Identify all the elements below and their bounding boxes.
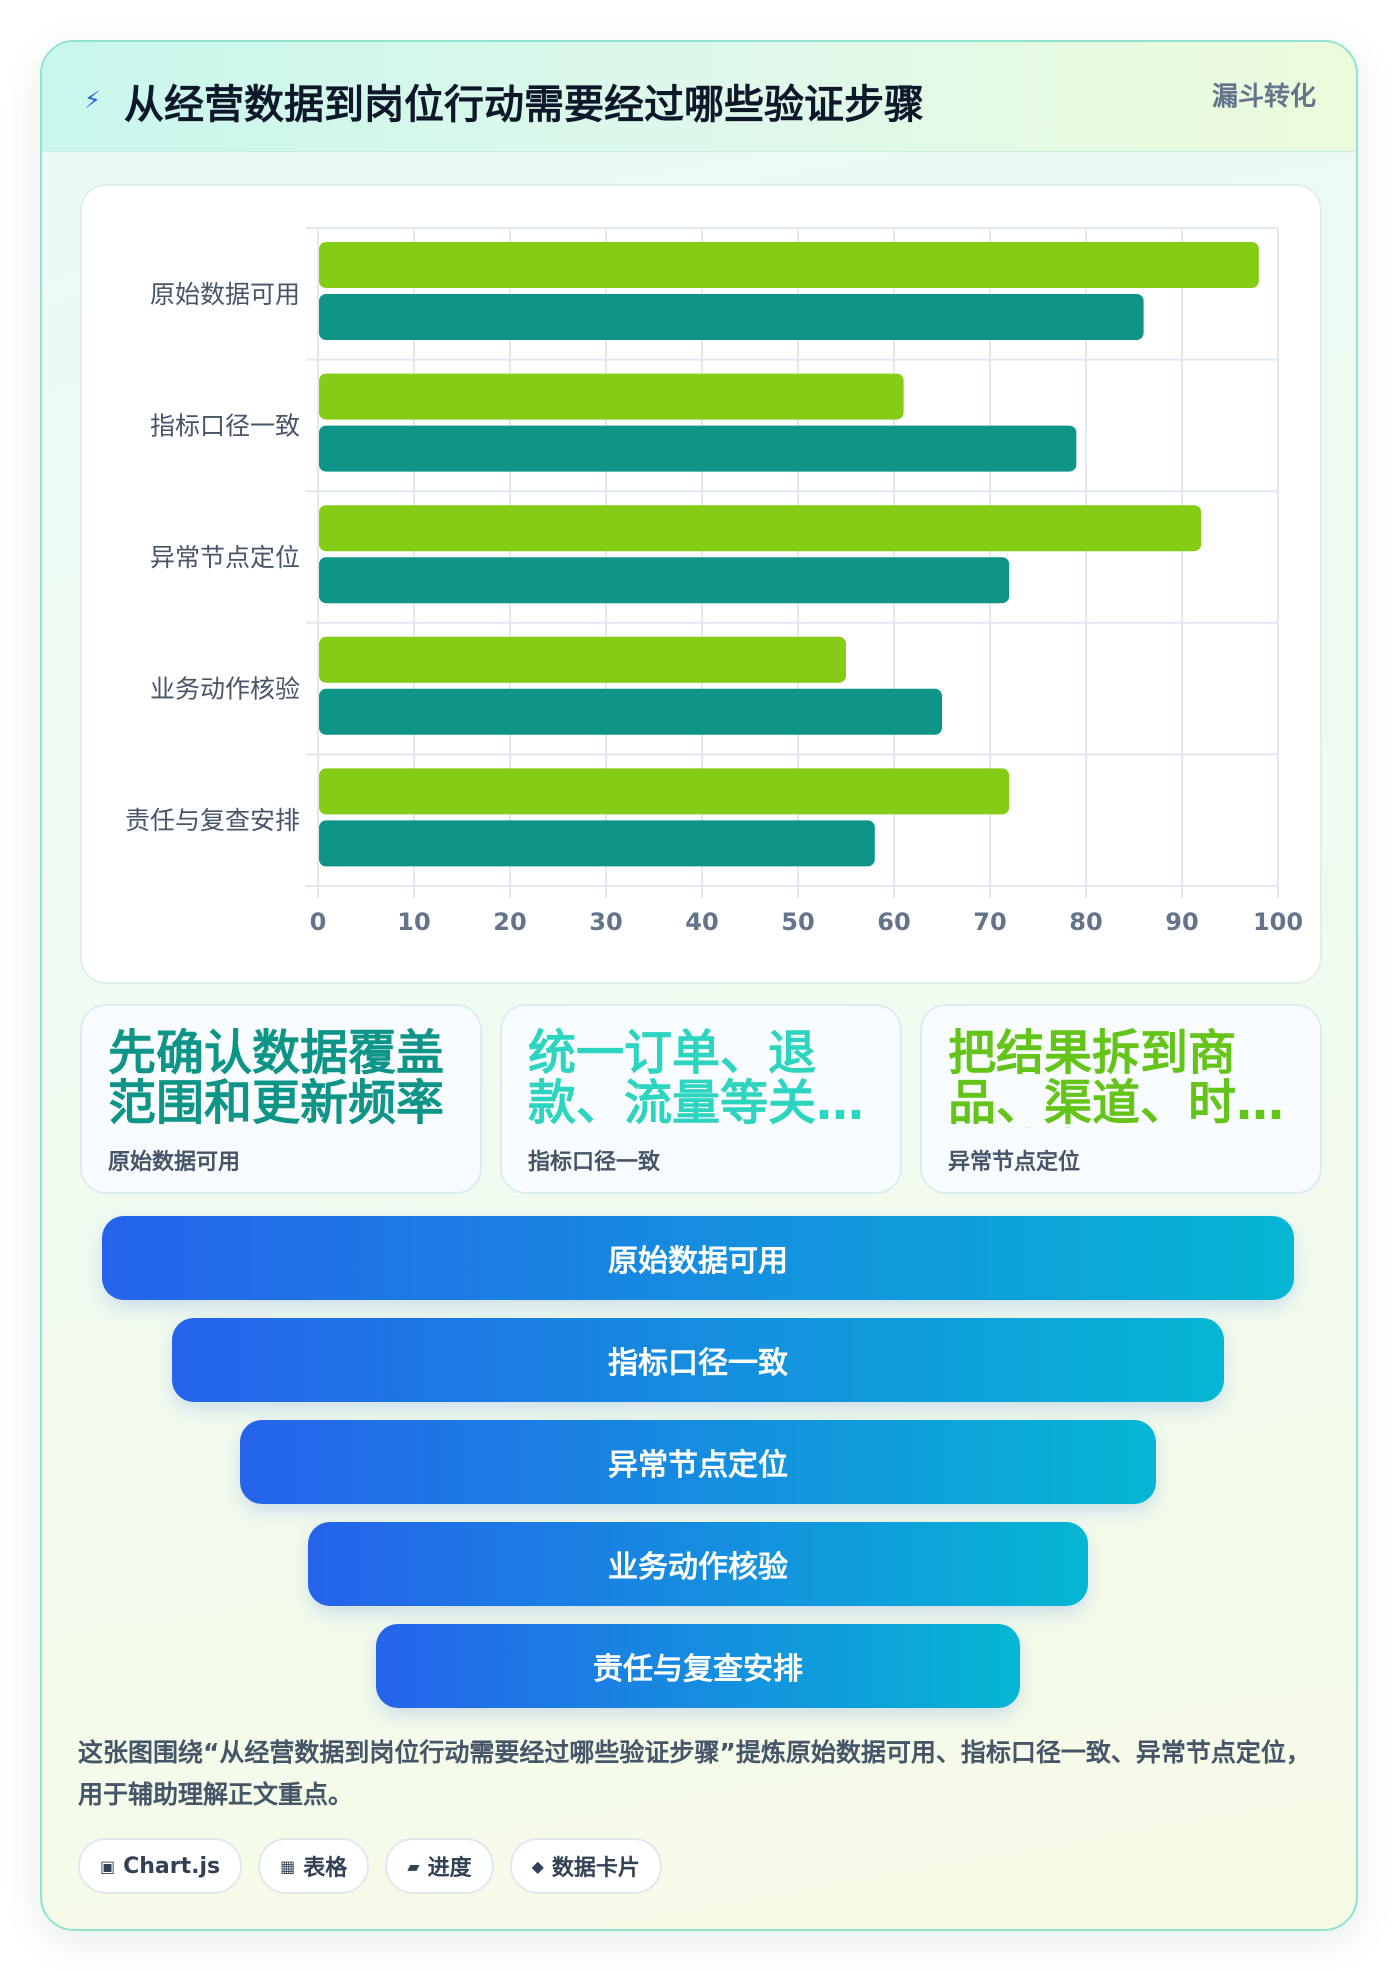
y-tick-label: 原始数据可用 — [150, 280, 300, 309]
x-tick-label: 90 — [1165, 908, 1198, 936]
data-card-icon: ◆ — [531, 1856, 544, 1876]
x-tick-label: 30 — [589, 908, 622, 936]
x-tick-label: 60 — [877, 908, 910, 936]
bar-series1-3 — [319, 505, 1202, 552]
bar-series2-1 — [319, 294, 1144, 340]
funnel-step-2: 指标口径一致 — [172, 1318, 1224, 1402]
chip-table[interactable]: ▦ 表格 — [258, 1838, 370, 1894]
x-tick-label: 0 — [310, 908, 327, 936]
x-tick-label: 20 — [493, 908, 526, 936]
summary-text: 这张图围绕“从经营数据到岗位行动需要经过哪些验证步骤”提炼原始数据可用、指标口径… — [78, 1738, 1311, 1809]
chip-progress[interactable]: ▰ 进度 — [385, 1838, 494, 1894]
funnel-step-3: 异常节点定位 — [240, 1420, 1156, 1504]
y-tick-label: 责任与复查安排 — [125, 806, 300, 835]
bar-series2-4 — [319, 688, 942, 735]
tech-chips: ▣ Chart.js ▦ 表格 ▰ 进度 ◆ 数据卡片 — [78, 1838, 662, 1894]
y-tick-label: 指标口径一致 — [150, 411, 300, 440]
header: ⚡ 从经营数据到岗位行动需要经过哪些验证步骤 漏斗转化 — [42, 42, 1356, 152]
x-tick-label: 10 — [397, 908, 430, 936]
x-tick-label: 40 — [685, 908, 718, 936]
funnel-step-4: 业务动作核验 — [308, 1522, 1088, 1606]
bar-series1-5 — [319, 768, 1010, 815]
y-tick-label: 异常节点定位 — [150, 543, 300, 572]
bolt-icon: ⚡ — [84, 86, 101, 114]
category-tag: 漏斗转化 — [1211, 82, 1316, 112]
funnel-step-1: 原始数据可用 — [102, 1216, 1294, 1300]
x-tick-label: 50 — [781, 908, 814, 936]
chip-label: 进度 — [427, 1856, 472, 1881]
bar-series1-2 — [319, 373, 904, 420]
chart-icon: ▣ — [100, 1856, 116, 1876]
bar-series1-4 — [319, 636, 846, 683]
x-tick-label: 100 — [1253, 908, 1303, 936]
bar-series1-1 — [319, 242, 1259, 288]
bar-series2-3 — [319, 557, 1010, 604]
y-tick-label: 业务动作核验 — [150, 675, 300, 704]
chip-label: 表格 — [303, 1856, 348, 1881]
stat-card-value: 把结果拆到商品、渠道、时段等节点 — [948, 1028, 1285, 1128]
chip-data-card[interactable]: ◆ 数据卡片 — [509, 1838, 662, 1894]
chart-panel: 原始数据可用 指标口径一致 异常节点定位 业务动作核验责任与复查安排 0 10 20 30 40… — [80, 184, 1322, 984]
bar-series2-5 — [319, 820, 875, 867]
x-tick-label: 80 — [1069, 908, 1102, 936]
funnel-step-5: 责任与复查安排 — [376, 1624, 1020, 1708]
stat-card-1: 先确认数据覆盖范围和更新频率 原始数据可用 — [80, 1004, 482, 1194]
chip-label: 数据卡片 — [551, 1856, 640, 1881]
x-tick-label: 70 — [973, 908, 1006, 936]
stat-card-value: 先确认数据覆盖范围和更新频率 — [108, 1028, 445, 1128]
stat-card-label: 原始数据可用 — [108, 1150, 241, 1175]
page-title: 从经营数据到岗位行动需要经过哪些验证步骤 — [124, 82, 924, 128]
progress-icon: ▰ — [407, 1856, 420, 1876]
infographic-card: ⚡ 从经营数据到岗位行动需要经过哪些验证步骤 漏斗转化 原始数据可用 指标口径一致… — [40, 40, 1358, 1931]
chip-chartjs[interactable]: ▣ Chart.js — [78, 1838, 243, 1894]
chip-label: Chart.js — [123, 1853, 221, 1879]
table-icon: ▦ — [280, 1856, 296, 1876]
stat-card-label: 指标口径一致 — [528, 1150, 661, 1175]
stat-card-label: 异常节点定位 — [948, 1150, 1081, 1175]
stat-card-3: 把结果拆到商品、渠道、时段等节点 异常节点定位 — [920, 1004, 1322, 1194]
bar-series2-2 — [319, 425, 1077, 472]
